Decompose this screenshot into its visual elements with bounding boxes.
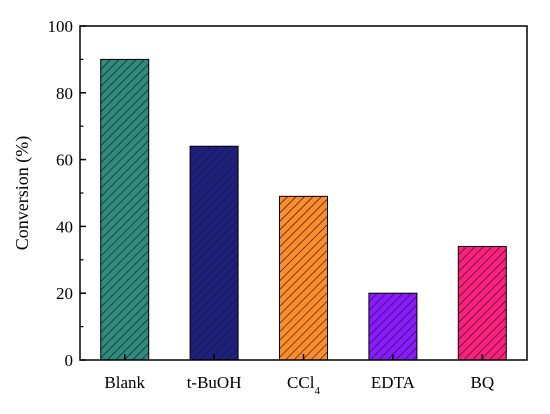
y-tick-label: 100 <box>48 17 74 36</box>
bars-group <box>100 58 507 361</box>
x-axis: Blank t-BuOH CCl4 EDTA BQ <box>104 354 494 397</box>
y-tick-label: 0 <box>65 351 74 370</box>
y-tick-label: 40 <box>56 217 73 236</box>
y-tick-label: 80 <box>56 84 73 103</box>
x-tick-label: EDTA <box>371 373 416 392</box>
bar-ccl <box>279 195 328 361</box>
y-axis-title: Conversion (%) <box>12 136 33 250</box>
bar-edta <box>368 292 418 361</box>
x-tick-label: Blank <box>104 373 145 392</box>
y-axis: 0 20 40 60 80 100 <box>48 17 86 370</box>
bar-bq <box>457 245 507 361</box>
y-tick-label: 60 <box>56 151 73 170</box>
y-tick-label: 20 <box>56 284 73 303</box>
x-tick-label: CCl4 <box>287 373 320 397</box>
bar-t-buoh <box>189 145 239 361</box>
bar-blank <box>100 58 150 361</box>
x-tick-label: BQ <box>470 373 494 392</box>
x-tick-label: t-BuOH <box>187 373 242 392</box>
